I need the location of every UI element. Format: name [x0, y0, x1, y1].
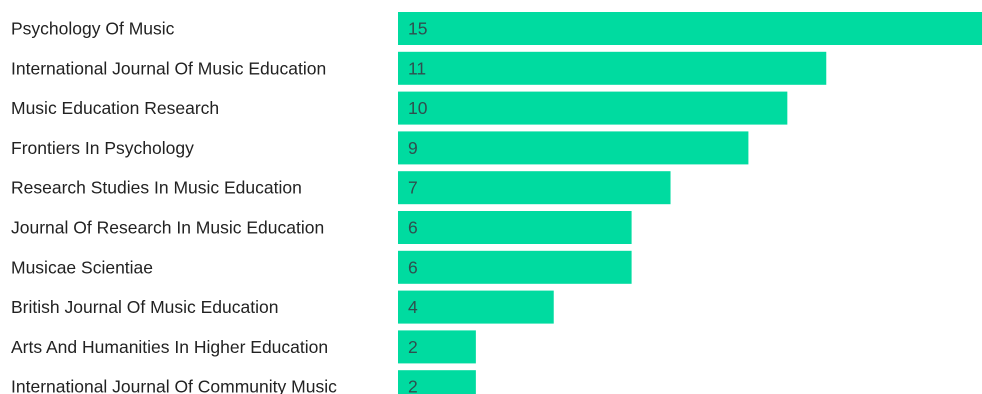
value-label: 2 — [408, 377, 418, 394]
category-label: Frontiers In Psychology — [11, 138, 194, 158]
value-label: 10 — [408, 98, 428, 118]
value-label: 6 — [408, 218, 418, 238]
value-label: 6 — [408, 257, 418, 277]
bar — [398, 370, 476, 394]
bar — [398, 330, 476, 364]
value-label: 15 — [408, 19, 427, 39]
bar-row: Musicae Scientiae 6 — [11, 250, 632, 284]
value-label: 4 — [408, 297, 418, 317]
value-label: 11 — [408, 58, 426, 78]
bar-row: Psychology Of Music 15 — [11, 12, 982, 45]
category-label: Research Studies In Music Education — [11, 178, 302, 198]
category-label: Psychology Of Music — [11, 19, 175, 39]
bar — [398, 131, 749, 165]
category-label: Music Education Research — [11, 98, 219, 118]
bar-row: Research Studies In Music Education 7 — [11, 171, 671, 205]
bar-row: International Journal Of Community Music… — [11, 370, 476, 394]
category-label: Journal Of Research In Music Education — [11, 218, 324, 238]
bar-row: Journal Of Research In Music Education 6 — [11, 211, 632, 244]
bar — [398, 171, 671, 205]
bar-row: British Journal Of Music Education 4 — [11, 290, 554, 324]
bar — [398, 211, 632, 244]
bar — [398, 91, 788, 125]
value-label: 7 — [408, 178, 418, 198]
bar — [398, 290, 554, 324]
bar-row: Music Education Research 10 — [11, 91, 788, 125]
value-label: 9 — [408, 138, 418, 158]
bar-row: International Journal Of Music Education… — [11, 51, 827, 85]
bar-row: Frontiers In Psychology 9 — [11, 131, 749, 165]
category-label: International Journal Of Community Music — [11, 377, 337, 394]
category-label: International Journal Of Music Education — [11, 58, 326, 78]
category-label: Musicae Scientiae — [11, 257, 153, 277]
bar — [398, 250, 632, 284]
category-label: Arts And Humanities In Higher Education — [11, 337, 328, 357]
bar-row: Arts And Humanities In Higher Education 2 — [11, 330, 476, 364]
value-label: 2 — [408, 337, 418, 357]
category-label: British Journal Of Music Education — [11, 297, 278, 317]
bar — [398, 51, 827, 85]
bar — [398, 12, 982, 45]
